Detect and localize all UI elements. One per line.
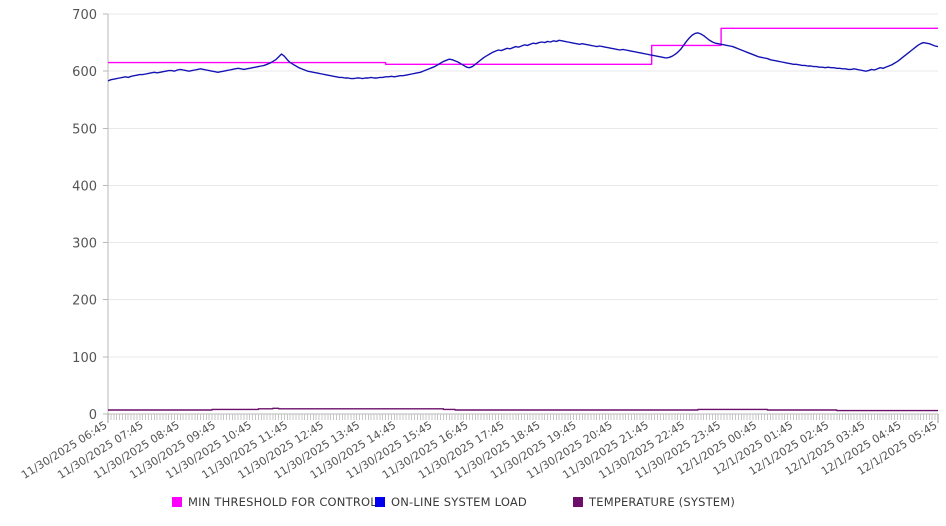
series-line-2 bbox=[108, 407, 938, 412]
series-layer bbox=[107, 27, 939, 412]
y-tick-label: 400 bbox=[72, 179, 97, 194]
y-tick-label: 700 bbox=[72, 8, 97, 23]
legend-label-2[interactable]: TEMPERATURE (SYSTEM) bbox=[588, 495, 735, 509]
y-tick-label: 200 bbox=[72, 294, 97, 309]
series-line-1 bbox=[107, 32, 939, 82]
series-line-0 bbox=[108, 27, 938, 65]
legend-swatch-2[interactable] bbox=[573, 497, 583, 507]
y-axis: 0 100 200 300 400 500 600 700 bbox=[72, 8, 109, 423]
y-tick-label: 100 bbox=[72, 351, 97, 366]
legend-label-1[interactable]: ON-LINE SYSTEM LOAD bbox=[391, 495, 527, 509]
grid-layer bbox=[108, 13, 938, 415]
y-tick-label: 600 bbox=[72, 65, 97, 80]
y-tick-label: 500 bbox=[72, 122, 97, 137]
chart-legend: MIN THRESHOLD FOR CONTROL ON-LINE SYSTEM … bbox=[172, 495, 735, 509]
legend-swatch-1[interactable] bbox=[375, 497, 385, 507]
x-axis bbox=[107, 413, 939, 423]
legend-label-0[interactable]: MIN THRESHOLD FOR CONTROL bbox=[188, 495, 377, 509]
y-tick-label: 300 bbox=[72, 237, 97, 252]
y-tick-label: 0 bbox=[89, 408, 97, 423]
legend-swatch-0[interactable] bbox=[172, 497, 182, 507]
